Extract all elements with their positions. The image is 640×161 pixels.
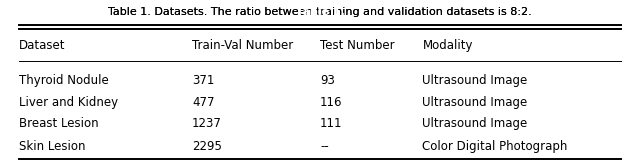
Text: Color Digital Photograph: Color Digital Photograph <box>422 140 568 153</box>
Text: 2295: 2295 <box>192 140 222 153</box>
Text: Skin Lesion: Skin Lesion <box>19 140 86 153</box>
Text: Test Number: Test Number <box>320 39 395 52</box>
Text: 371: 371 <box>192 74 214 87</box>
Text: Ultrasound Image: Ultrasound Image <box>422 118 527 130</box>
Text: 1237: 1237 <box>192 118 222 130</box>
Text: Thyroid Nodule: Thyroid Nodule <box>19 74 109 87</box>
Text: Liver and Kidney: Liver and Kidney <box>19 96 118 109</box>
Text: 111: 111 <box>320 118 342 130</box>
Text: Table 1. Datasets. The ratio between training and validation datasets is 8:2.: Table 1. Datasets. The ratio between tra… <box>108 7 532 17</box>
Text: Breast Lesion: Breast Lesion <box>19 118 99 130</box>
Text: 93: 93 <box>320 74 335 87</box>
Text: --: -- <box>320 140 329 153</box>
Text: Ultrasound Image: Ultrasound Image <box>422 74 527 87</box>
Text: 477: 477 <box>192 96 214 109</box>
Text: 116: 116 <box>320 96 342 109</box>
Text: Table 1.: Table 1. <box>296 7 344 17</box>
Text: Modality: Modality <box>422 39 473 52</box>
Text: Table 1. Datasets. The ratio between training and validation datasets is 8:2.: Table 1. Datasets. The ratio between tra… <box>108 7 532 17</box>
Text: Train-Val Number: Train-Val Number <box>192 39 293 52</box>
Text: Dataset: Dataset <box>19 39 66 52</box>
Text: Ultrasound Image: Ultrasound Image <box>422 96 527 109</box>
